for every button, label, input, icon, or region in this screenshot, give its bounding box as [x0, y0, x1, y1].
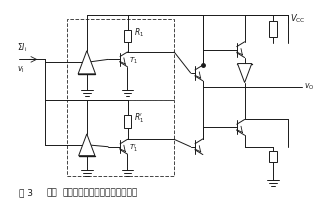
- Bar: [269, 21, 277, 37]
- Text: 门输入端并联时输入电流的计算: 门输入端并联时输入电流的计算: [63, 188, 138, 197]
- Bar: [67, 19, 174, 100]
- Bar: [67, 100, 174, 176]
- Text: 或非: 或非: [46, 188, 57, 197]
- Text: 图 3: 图 3: [19, 188, 41, 197]
- Text: $T_1$: $T_1$: [130, 56, 138, 66]
- Text: $v_{\mathrm{O}}$: $v_{\mathrm{O}}$: [304, 81, 315, 92]
- Bar: [124, 30, 131, 42]
- Text: $T_1'$: $T_1'$: [130, 143, 138, 155]
- Text: $R_1$: $R_1$: [134, 27, 144, 39]
- Text: $R_1'$: $R_1'$: [134, 112, 144, 125]
- Polygon shape: [78, 51, 95, 74]
- Text: $\Sigma I_{\mathrm{i}}$: $\Sigma I_{\mathrm{i}}$: [17, 41, 27, 54]
- Polygon shape: [238, 64, 252, 83]
- Text: $V_{\mathrm{CC}}$: $V_{\mathrm{CC}}$: [290, 13, 305, 25]
- Text: $v_{\mathrm{I}}$: $v_{\mathrm{I}}$: [17, 64, 24, 75]
- Bar: [124, 115, 131, 128]
- Bar: [269, 151, 277, 162]
- Polygon shape: [79, 134, 95, 156]
